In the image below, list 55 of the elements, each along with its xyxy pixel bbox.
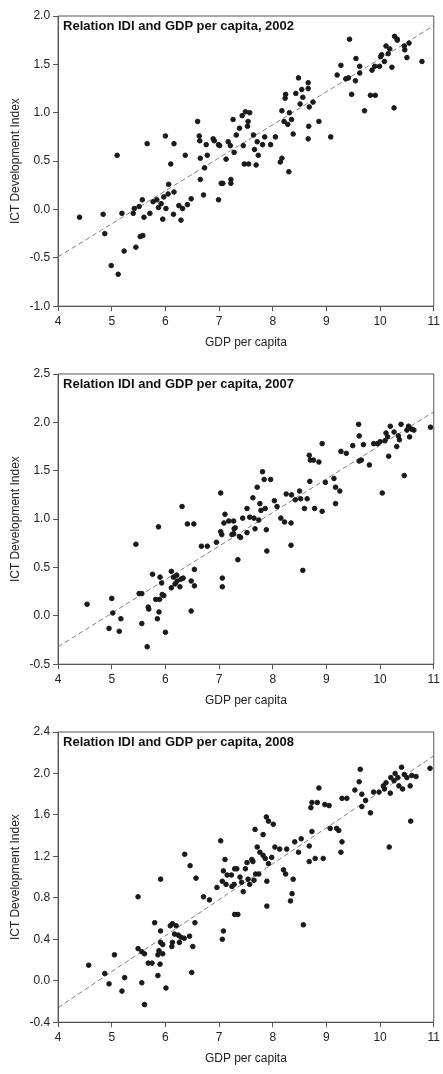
chart-title: Relation IDI and GDP per capita, 2007 <box>63 376 295 392</box>
y-tick-label: -1.0 <box>29 298 51 313</box>
x-axis-title: GDP per capita <box>205 1051 288 1066</box>
x-tick-label: 11 <box>427 1029 441 1044</box>
x-tick-label: 11 <box>427 313 441 328</box>
y-tick-label: 0.8 <box>33 890 51 905</box>
x-tick-label: 9 <box>323 671 331 686</box>
chart-title: Relation IDI and GDP per capita, 2002 <box>63 18 295 34</box>
y-tick-label: 1.6 <box>33 807 51 822</box>
x-tick-label: 11 <box>427 671 441 686</box>
x-tick-label: 10 <box>373 671 388 686</box>
x-tick-label: 4 <box>54 1029 62 1044</box>
x-tick-label: 9 <box>323 313 331 328</box>
x-tick-label: 4 <box>54 313 62 328</box>
y-tick-label: 1.5 <box>33 56 51 71</box>
x-tick-label: 10 <box>373 1029 388 1044</box>
x-tick-label: 6 <box>162 313 170 328</box>
y-tick-label: 0.0 <box>33 608 51 623</box>
x-tick-label: 4 <box>54 671 62 686</box>
y-tick-label: 0.5 <box>33 153 51 168</box>
y-axis-title: ICT Development Index <box>7 98 22 225</box>
x-tick-label: 5 <box>108 671 116 686</box>
x-tick-label: 9 <box>323 1029 331 1044</box>
y-tick-label: 1.0 <box>33 105 51 120</box>
y-tick-label: 0.5 <box>33 559 51 574</box>
x-tick-label: 8 <box>269 671 277 686</box>
x-tick-label: 8 <box>269 1029 277 1044</box>
y-axis-title: ICT Development Index <box>7 814 22 941</box>
x-tick-label: 5 <box>108 1029 116 1044</box>
x-tick-label: 8 <box>269 313 277 328</box>
x-tick-label: 7 <box>215 1029 223 1044</box>
x-axis-title: GDP per capita <box>205 335 288 350</box>
x-tick-label: 6 <box>162 671 170 686</box>
y-tick-label: 1.0 <box>33 511 51 526</box>
x-tick-label: 10 <box>373 313 388 328</box>
x-axis-title: GDP per capita <box>205 693 288 708</box>
y-tick-label: -0.5 <box>29 656 51 671</box>
chart-title: Relation IDI and GDP per capita, 2008 <box>63 734 295 750</box>
y-tick-label: -0.4 <box>29 1014 51 1029</box>
y-tick-label: 1.5 <box>33 463 51 478</box>
y-tick-label: 2.5 <box>33 366 51 381</box>
y-tick-label: 2.0 <box>33 765 51 780</box>
y-tick-label: 2.0 <box>33 8 51 23</box>
y-tick-label: -0.5 <box>29 250 51 265</box>
x-tick-label: 6 <box>162 1029 170 1044</box>
y-tick-label: 1.2 <box>33 848 51 863</box>
y-tick-label: 2.0 <box>33 414 51 429</box>
y-tick-label: 0.4 <box>33 931 51 946</box>
y-tick-label: 0.0 <box>33 201 51 216</box>
y-tick-label: 0.0 <box>33 973 51 988</box>
y-tick-label: 2.4 <box>33 724 51 739</box>
x-tick-label: 5 <box>108 313 116 328</box>
x-tick-label: 7 <box>215 313 223 328</box>
y-axis-title: ICT Development Index <box>7 456 22 583</box>
x-tick-label: 7 <box>215 671 223 686</box>
